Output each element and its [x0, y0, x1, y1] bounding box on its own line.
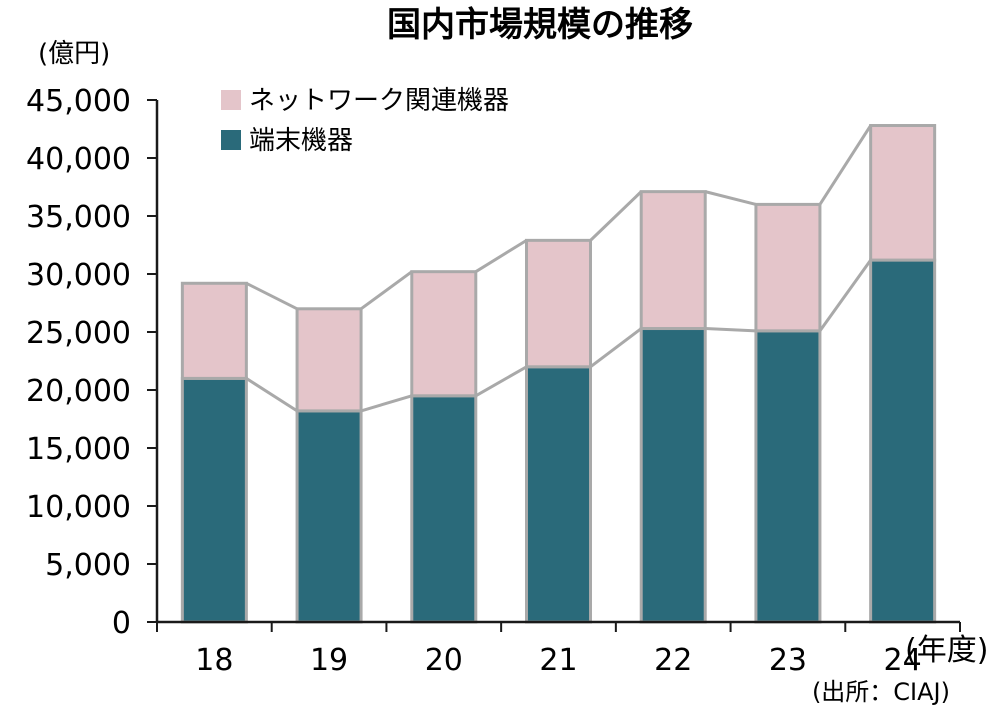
- bar-segment: [525, 238, 592, 369]
- connector-line: [589, 327, 643, 368]
- y-tick-label: 15,000: [26, 432, 131, 467]
- y-tick-label: 30,000: [26, 258, 131, 293]
- connector-line: [589, 190, 643, 242]
- legend-label: 端末機器: [249, 126, 353, 156]
- y-tick-label: 0: [112, 606, 131, 641]
- bar-segment: [639, 327, 707, 624]
- connector-line: [705, 327, 756, 333]
- bar-segment: [295, 307, 363, 413]
- y-tick-label: 20,000: [26, 374, 131, 409]
- bar-segment: [180, 281, 248, 380]
- chart-title: 国内市場規模の推移: [387, 5, 693, 45]
- bars-group: [180, 124, 937, 624]
- connector-line: [474, 239, 528, 273]
- y-tick-label: 5,000: [45, 548, 131, 583]
- legend-swatch: [221, 90, 241, 110]
- x-tick-label: 21: [539, 643, 577, 678]
- connector-line: [245, 281, 298, 311]
- bar-segment: [295, 409, 363, 624]
- connector-line: [475, 365, 528, 398]
- bar-segment: [410, 394, 478, 624]
- bar-segment: [525, 365, 592, 624]
- connector-line: [245, 377, 298, 413]
- connector-line: [704, 190, 757, 206]
- legend-label: ネットワーク関連機器: [249, 86, 509, 116]
- y-tick-label: 10,000: [26, 490, 131, 525]
- bar-segment: [754, 329, 822, 624]
- bar-segment: [869, 258, 937, 624]
- y-tick-label: 25,000: [26, 316, 131, 351]
- connector-line: [360, 270, 413, 311]
- x-tick-label: 18: [195, 643, 233, 678]
- bar-segment: [639, 190, 707, 331]
- axes: 0 5,000 10,000 15,000 20,000 25,000 30,000 35,0…: [26, 84, 961, 678]
- connector-line: [818, 124, 872, 206]
- bar-segment: [180, 376, 248, 624]
- y-tick-label: 35,000: [26, 200, 131, 235]
- bar-segment: [869, 124, 937, 262]
- connector-line: [360, 394, 413, 413]
- x-axis-unit: (年度): [905, 633, 988, 668]
- connector-lines: [245, 124, 872, 413]
- x-tick-label: 20: [425, 643, 463, 678]
- y-tick-label: 40,000: [26, 142, 131, 177]
- y-tick-label: 45,000: [26, 84, 131, 119]
- legend-swatch: [221, 130, 241, 150]
- x-tick-label: 22: [654, 643, 692, 678]
- connector-line: [818, 259, 872, 332]
- source-note: (出所：CIAJ): [812, 678, 950, 706]
- y-axis-unit: (億円): [38, 39, 110, 69]
- bar-segment: [754, 202, 822, 333]
- bar-segment: [410, 270, 478, 398]
- x-tick-label: 23: [769, 643, 807, 678]
- x-tick-label: 24: [884, 643, 922, 678]
- x-tick-label: 19: [310, 643, 348, 678]
